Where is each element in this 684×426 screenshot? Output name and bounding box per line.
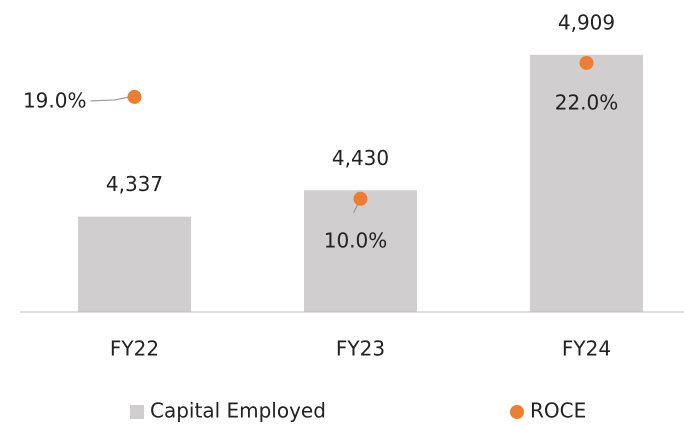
x-tick-label: FY23 bbox=[336, 337, 385, 361]
legend-swatch bbox=[510, 405, 524, 419]
roce-dot bbox=[127, 89, 142, 104]
roce-dot bbox=[579, 55, 594, 70]
bar-value-label: 4,430 bbox=[332, 146, 389, 170]
roce-value-label: 10.0% bbox=[324, 228, 388, 252]
leader-line bbox=[90, 96, 130, 102]
bar-value-label: 4,909 bbox=[558, 10, 615, 34]
bar bbox=[304, 190, 417, 312]
bar-value-label: 4,337 bbox=[106, 172, 163, 196]
x-tick-label: FY22 bbox=[110, 337, 159, 361]
legend-label: Capital Employed bbox=[150, 399, 326, 423]
roce-value-label: 22.0% bbox=[555, 90, 619, 114]
bar bbox=[530, 54, 643, 313]
legend-swatch bbox=[130, 405, 144, 419]
roce-dot bbox=[353, 191, 368, 206]
bar bbox=[78, 216, 191, 312]
legend-label: ROCE bbox=[530, 399, 586, 423]
x-tick-label: FY24 bbox=[562, 337, 611, 361]
roce-value-label: 19.0% bbox=[23, 88, 87, 112]
